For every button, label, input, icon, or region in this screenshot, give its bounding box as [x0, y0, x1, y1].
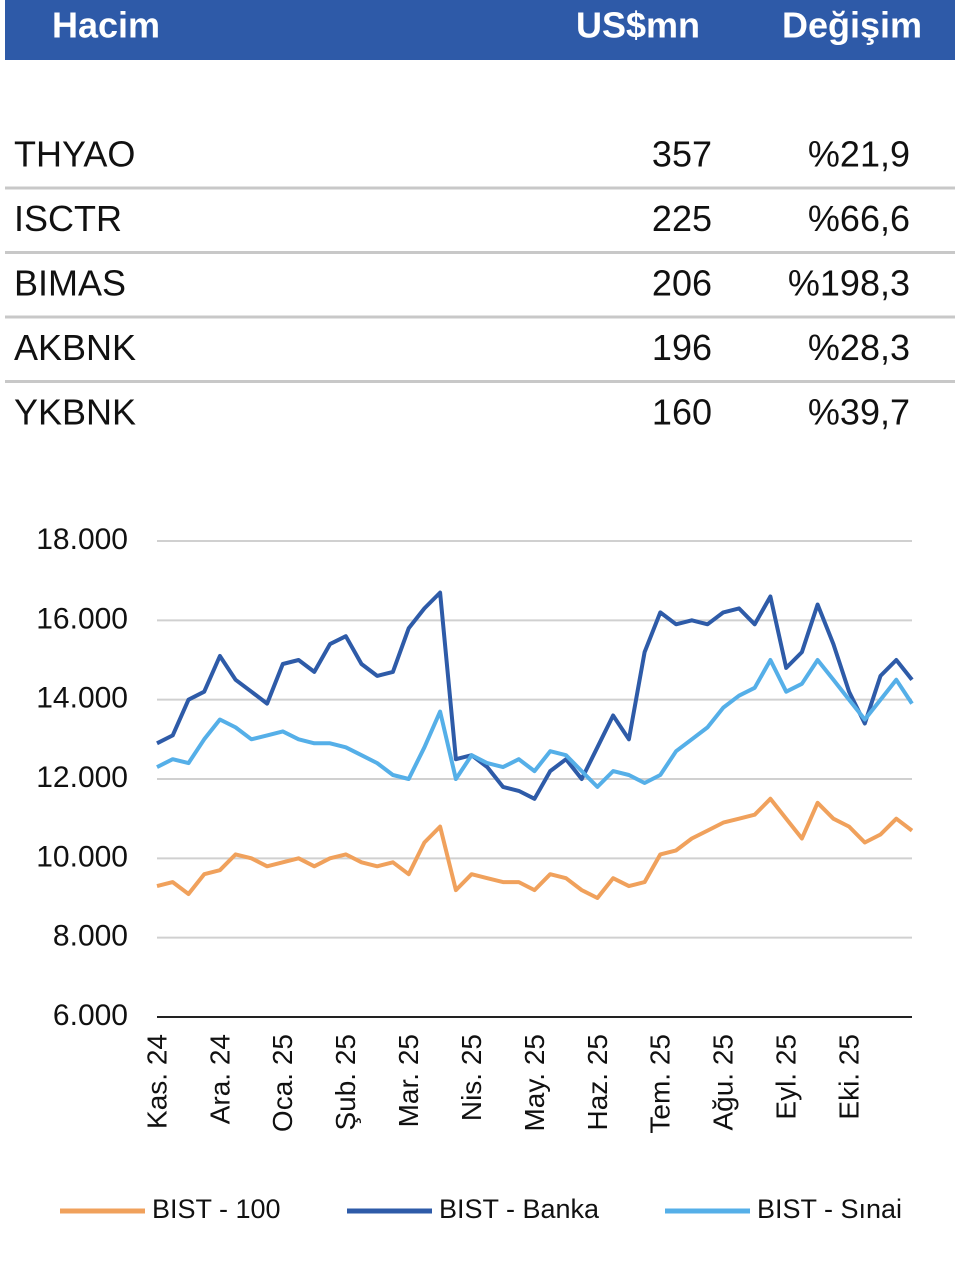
x-tick-label: Mar. 25: [393, 1034, 424, 1127]
x-tick-label: Haz. 25: [582, 1034, 613, 1131]
row-name: YKBNK: [14, 392, 136, 433]
x-tick-label: Ağu. 25: [708, 1034, 739, 1131]
header-cell: Değişim: [782, 5, 922, 46]
legend-label: BIST - Sınai: [757, 1194, 902, 1224]
table-header-bar: [5, 0, 955, 60]
x-tick-label: May. 25: [519, 1034, 550, 1132]
header-cell: US$mn: [576, 5, 700, 46]
x-tick-label: Oca. 25: [267, 1034, 298, 1132]
y-tick-label: 12.000: [36, 761, 128, 794]
x-tick-label: Kas. 24: [141, 1034, 172, 1129]
y-tick-label: 10.000: [36, 840, 128, 873]
row-change: %198,3: [788, 263, 910, 304]
y-tick-label: 18.000: [36, 523, 128, 556]
x-tick-label: Nis. 25: [456, 1034, 487, 1121]
row-change: %39,7: [808, 392, 910, 433]
x-tick-label: Eyl. 25: [771, 1034, 802, 1120]
series-line: [156, 590, 914, 801]
row-name: THYAO: [14, 134, 135, 175]
series-line: [156, 658, 914, 789]
row-change: %21,9: [808, 134, 910, 175]
row-volume: 357: [652, 134, 712, 175]
x-tick-label: Tem. 25: [645, 1034, 676, 1134]
row-change: %28,3: [808, 327, 910, 368]
x-tick-label: Ara. 24: [204, 1034, 235, 1124]
x-tick-label: Şub. 25: [330, 1034, 361, 1131]
row-name: BIMAS: [14, 263, 126, 304]
legend-label: BIST - Banka: [439, 1194, 600, 1224]
row-change: %66,6: [808, 198, 910, 239]
header-cell: Hacim: [52, 5, 160, 46]
row-name: AKBNK: [14, 327, 136, 368]
row-name: ISCTR: [14, 198, 122, 239]
series-line: [156, 796, 914, 900]
x-tick-label: Eki. 25: [833, 1034, 864, 1120]
y-tick-label: 16.000: [36, 602, 128, 635]
row-volume: 196: [652, 327, 712, 368]
row-volume: 225: [652, 198, 712, 239]
y-tick-label: 6.000: [53, 999, 128, 1032]
row-volume: 206: [652, 263, 712, 304]
legend-label: BIST - 100: [152, 1194, 281, 1224]
y-tick-label: 8.000: [53, 920, 128, 953]
y-tick-label: 14.000: [36, 682, 128, 715]
row-volume: 160: [652, 392, 712, 433]
